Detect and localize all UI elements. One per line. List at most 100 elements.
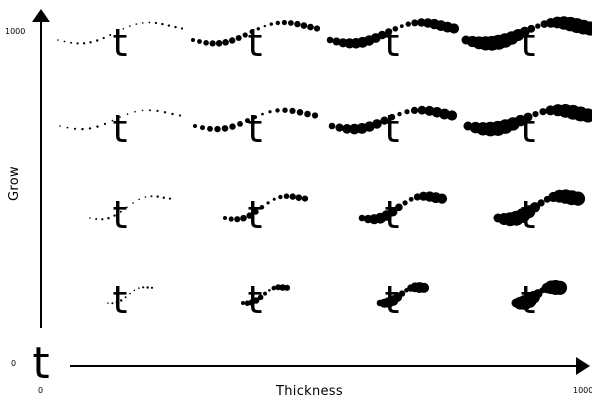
glyph-cell: t <box>461 16 592 65</box>
stroke-dot <box>300 22 308 29</box>
stroke-dot <box>129 292 131 295</box>
stroke-dot <box>171 112 174 116</box>
glyph-t: t <box>521 107 536 151</box>
glyph-t: t <box>521 278 536 322</box>
stroke-dot <box>263 24 266 28</box>
stroke-dot <box>385 28 393 36</box>
stroke-dot <box>278 194 283 200</box>
glyph-cell: t <box>89 193 172 237</box>
stroke-dot <box>380 116 389 125</box>
glyph-t: t <box>113 21 128 65</box>
stroke-dot <box>89 41 92 44</box>
stroke-dot <box>436 193 448 204</box>
stroke-dot <box>126 206 128 209</box>
stroke-dot <box>200 125 205 131</box>
stroke-dot <box>134 110 136 113</box>
stroke-dot <box>275 108 280 113</box>
stroke-dot <box>570 191 586 206</box>
glyph-t: t <box>113 107 128 151</box>
stroke-dot <box>539 108 547 116</box>
stroke-dot <box>235 35 242 41</box>
stroke-dot <box>289 107 296 114</box>
stroke-dot <box>311 112 319 119</box>
stroke-dot <box>141 109 144 112</box>
stroke-dot <box>148 21 151 24</box>
glyph-t: t <box>113 278 128 322</box>
glyph-cell: t <box>241 278 291 322</box>
stroke-dot <box>96 125 99 128</box>
stroke-dot <box>537 199 545 207</box>
stroke-dot <box>161 22 164 26</box>
stroke-dot <box>417 105 427 115</box>
x-axis-arrowhead <box>576 357 590 375</box>
glyph-t: t <box>248 107 263 151</box>
glyph-cell: t <box>493 189 586 237</box>
stroke-dot <box>111 302 114 305</box>
stroke-dot <box>335 123 344 132</box>
stroke-dot <box>119 116 121 118</box>
stroke-dot <box>283 193 290 199</box>
glyph-t: t <box>248 278 263 322</box>
stroke-dot <box>532 111 539 118</box>
stroke-dot <box>191 38 195 42</box>
stroke-dot <box>580 108 592 123</box>
glyph-t: t <box>385 278 400 322</box>
stroke-dot <box>209 40 216 47</box>
y-axis-title: Grow <box>6 166 22 201</box>
stroke-dot <box>242 32 248 38</box>
stroke-dot <box>154 21 157 25</box>
stroke-dot <box>388 113 396 121</box>
y-max-label: 1000 <box>5 27 26 36</box>
stroke-dot <box>214 125 221 133</box>
stroke-dot <box>304 110 311 118</box>
stroke-dot <box>142 286 145 289</box>
glyph-cell: t <box>463 104 592 151</box>
glyph-cell: t <box>223 193 309 237</box>
stroke-dot <box>411 19 419 27</box>
stroke-dot <box>259 205 265 210</box>
stroke-dot <box>149 109 151 112</box>
stroke-dot <box>263 291 267 296</box>
stroke-dot <box>269 22 273 26</box>
stroke-dot <box>582 21 592 36</box>
glyph-cell: t <box>193 107 319 151</box>
glyph-cell: t <box>511 278 568 322</box>
glyph-cell: t <box>107 278 154 322</box>
stroke-dot <box>282 107 288 113</box>
stroke-dot <box>207 125 213 132</box>
stroke-dot <box>215 40 223 47</box>
glyph-grid: t t t tt t t tt t t tt t t t <box>57 16 592 322</box>
glyph-cell: t <box>328 105 458 151</box>
stroke-dot <box>261 112 264 116</box>
stroke-dot <box>253 115 257 120</box>
stroke-dot <box>529 202 541 213</box>
stroke-dot <box>119 210 122 213</box>
stroke-dot <box>129 25 131 27</box>
stroke-dot <box>174 25 177 29</box>
stroke-dot <box>132 202 134 204</box>
stroke-dot <box>222 39 229 46</box>
stroke-dot <box>268 289 271 292</box>
stroke-dot <box>221 125 229 132</box>
stroke-dot <box>253 297 260 304</box>
stroke-dot <box>133 289 136 292</box>
stroke-dot <box>89 217 91 219</box>
stroke-dot <box>268 110 272 114</box>
stroke-dot <box>156 109 159 112</box>
y-axis-arrowhead <box>32 9 50 22</box>
stroke-dot <box>377 30 387 40</box>
stroke-dot <box>234 216 241 223</box>
stroke-dot <box>167 24 171 27</box>
stroke-dot <box>107 217 110 220</box>
stroke-dot <box>392 26 399 32</box>
stroke-dot <box>342 124 352 134</box>
stroke-dot <box>197 39 202 44</box>
stroke-dot <box>402 200 408 206</box>
stroke-dot <box>138 198 140 201</box>
stroke-dot <box>296 109 304 116</box>
stroke-dot <box>294 20 301 28</box>
stroke-dot <box>82 42 86 45</box>
glyph-t: t <box>113 193 128 237</box>
stroke-dot <box>326 36 334 44</box>
stroke-dot <box>150 286 154 289</box>
